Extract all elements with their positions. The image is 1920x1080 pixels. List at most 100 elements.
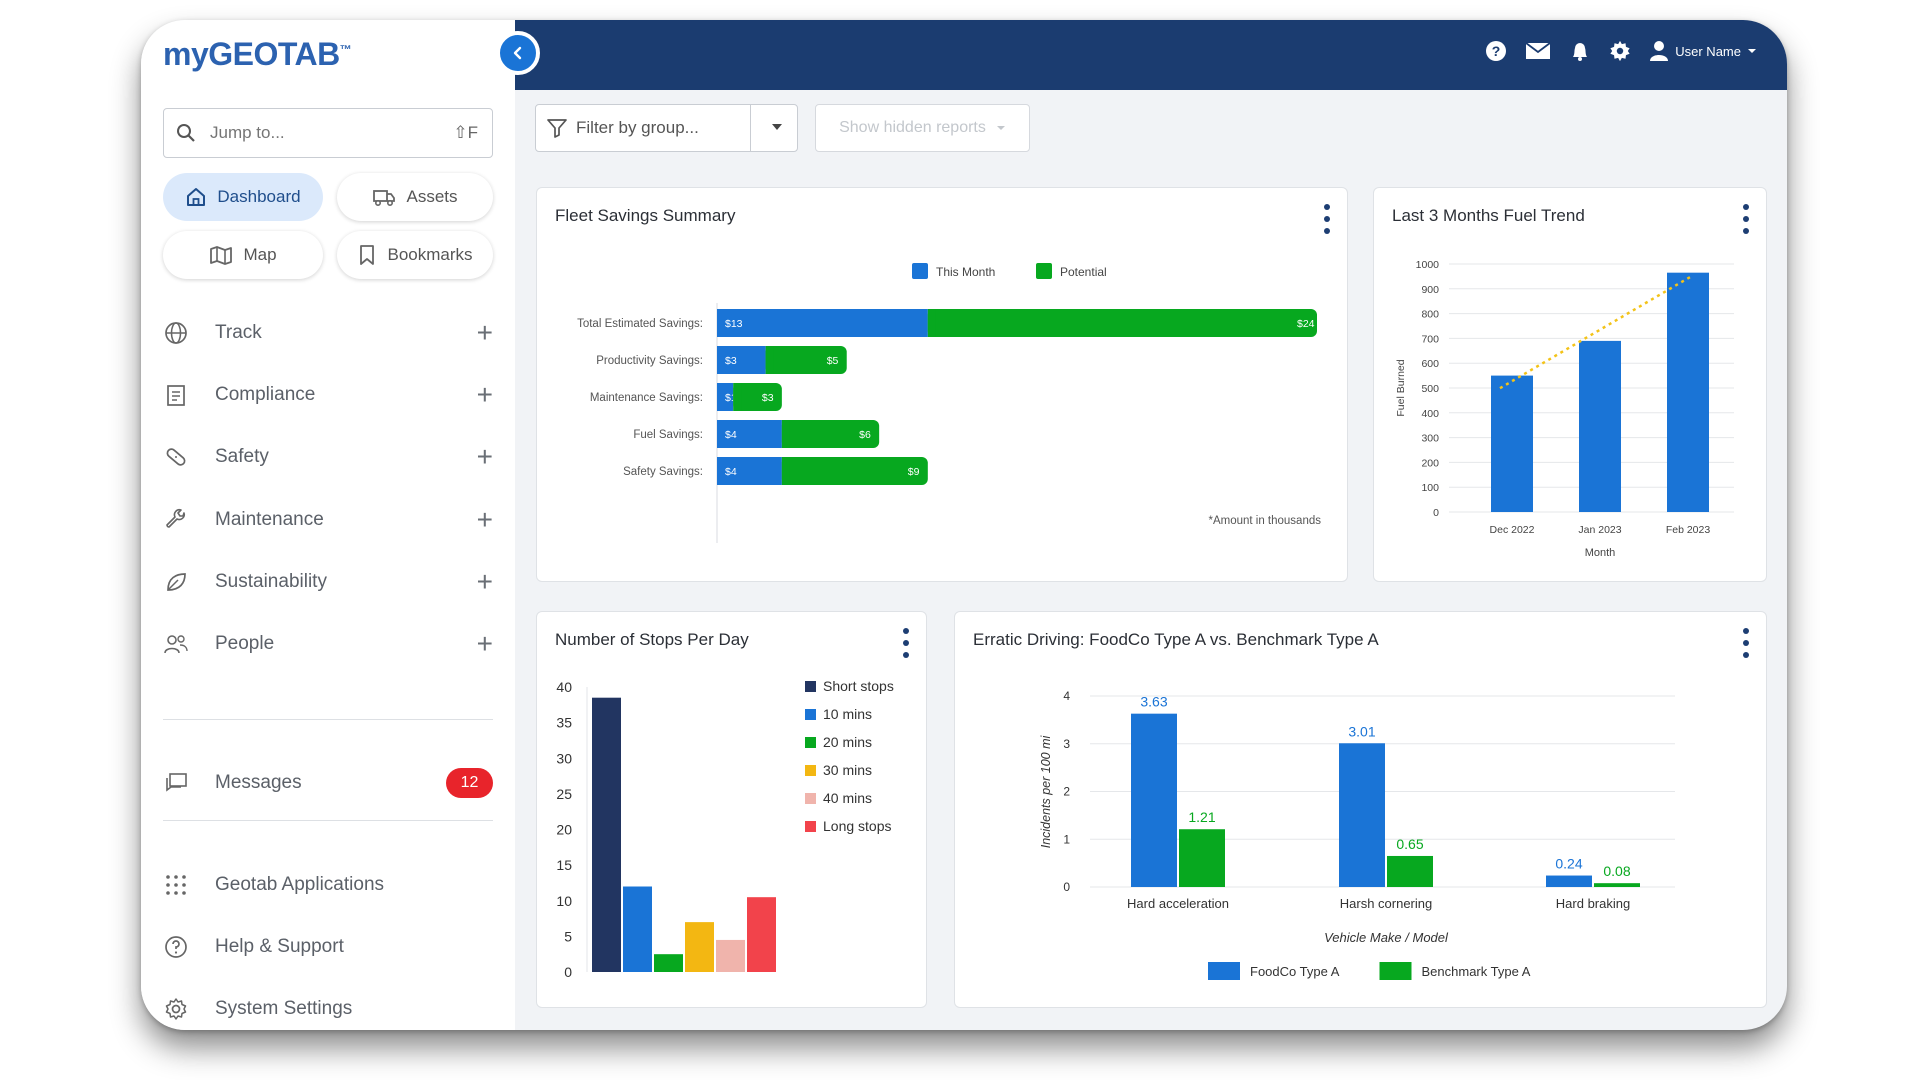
sidebar-item-safety[interactable]: Safety + bbox=[163, 437, 493, 477]
y-tick-label: 3 bbox=[1063, 737, 1070, 751]
dashboard-label: Dashboard bbox=[217, 187, 301, 206]
app-window: myGEOTAB™ ⇧F Dashboard Assets Map Bookma… bbox=[141, 20, 1787, 1030]
legend-swatch bbox=[1036, 263, 1052, 279]
y-tick-label: 30 bbox=[556, 750, 572, 766]
gear-icon bbox=[165, 998, 187, 1020]
bar-segment-join bbox=[765, 346, 774, 374]
caret-down-icon bbox=[1748, 49, 1756, 53]
legend-label: Potential bbox=[1060, 265, 1107, 279]
user-menu[interactable]: User Name bbox=[1649, 40, 1757, 62]
y-tick-label: 35 bbox=[556, 715, 572, 731]
bar bbox=[716, 939, 745, 972]
erratic-driving-card: Erratic Driving: FoodCo Type A vs. Bench… bbox=[954, 611, 1767, 1008]
x-axis-label: Vehicle Make / Model bbox=[1324, 930, 1449, 945]
more-options-icon[interactable] bbox=[1742, 204, 1750, 234]
fleet-savings-card: Fleet Savings Summary This Month Potentia… bbox=[536, 187, 1348, 582]
data-label: 1.21 bbox=[1188, 809, 1215, 825]
legend-label: This Month bbox=[936, 265, 995, 279]
y-tick-label: 200 bbox=[1421, 457, 1439, 469]
x-tick-label: Jan 2023 bbox=[1578, 524, 1621, 536]
bar-segment bbox=[717, 383, 734, 411]
sidebar-item-messages[interactable]: Messages 12 bbox=[163, 763, 493, 803]
more-options-icon[interactable] bbox=[1323, 204, 1331, 234]
legend-swatch bbox=[805, 793, 816, 804]
legend-swatch bbox=[1379, 962, 1412, 980]
sidebar-item-system-settings[interactable]: System Settings bbox=[163, 989, 493, 1029]
expand-plus-icon[interactable]: + bbox=[476, 566, 493, 597]
sidebar-item-label: Geotab Applications bbox=[215, 874, 385, 895]
search-input[interactable] bbox=[208, 122, 432, 144]
leaf-icon bbox=[167, 573, 186, 591]
y-tick-label: 15 bbox=[556, 857, 572, 873]
help-icon[interactable]: ? bbox=[1485, 40, 1507, 62]
bar bbox=[1667, 272, 1709, 512]
more-options-icon[interactable] bbox=[1742, 628, 1750, 658]
bar-segment bbox=[717, 346, 766, 374]
trend-line bbox=[1499, 276, 1691, 390]
legend-label: Long stops bbox=[823, 818, 892, 834]
category-label: Fuel Savings: bbox=[633, 429, 703, 441]
category-label: Safety Savings: bbox=[623, 466, 703, 478]
caret-down-icon bbox=[996, 126, 1005, 130]
data-label: 3.01 bbox=[1348, 723, 1375, 739]
sidebar-item-sustainability[interactable]: Sustainability + bbox=[163, 562, 493, 602]
bar-segment bbox=[765, 346, 847, 374]
bell-icon[interactable] bbox=[1569, 40, 1591, 62]
data-label: 0.08 bbox=[1603, 863, 1630, 879]
y-tick-label: 0 bbox=[564, 964, 572, 980]
bookmarks-button[interactable]: Bookmarks bbox=[337, 231, 493, 279]
bar-segment bbox=[781, 457, 928, 485]
truck-icon bbox=[373, 190, 396, 207]
expand-plus-icon[interactable]: + bbox=[476, 379, 493, 410]
bar bbox=[1546, 875, 1592, 887]
gear-icon[interactable] bbox=[1609, 40, 1631, 62]
sidebar-item-help-support[interactable]: Help & Support bbox=[163, 927, 493, 967]
legend-label: FoodCo Type A bbox=[1250, 964, 1340, 979]
sidebar-item-label: Messages bbox=[215, 772, 302, 793]
card-title: Number of Stops Per Day bbox=[555, 630, 749, 649]
expand-plus-icon[interactable]: + bbox=[476, 628, 493, 659]
fuel-trend-chart: 0 100 200 300 400 500 600 700 800 900 1000 Fuel Bur… bbox=[1395, 259, 1734, 559]
sidebar-divider bbox=[163, 820, 493, 821]
y-axis-label: Fuel Burned bbox=[1395, 359, 1407, 416]
dashboard-button[interactable]: Dashboard bbox=[163, 173, 323, 221]
filter-icon bbox=[547, 119, 567, 138]
bar-segment bbox=[781, 420, 880, 448]
x-tick-label: Feb 2023 bbox=[1666, 524, 1711, 536]
sidebar-item-compliance[interactable]: Compliance + bbox=[163, 375, 493, 415]
sidebar-item-label: System Settings bbox=[215, 998, 353, 1019]
stops-per-day-card: Number of Stops Per Day 0 5 10 15 20 25 30 35 40… bbox=[536, 611, 927, 1008]
sidebar-item-geotab-applications[interactable]: Geotab Applications bbox=[163, 865, 493, 905]
map-button[interactable]: Map bbox=[163, 231, 323, 279]
bar-segment-join bbox=[781, 457, 790, 485]
bar-segment bbox=[717, 420, 782, 448]
mail-icon[interactable] bbox=[1525, 41, 1551, 61]
expand-plus-icon[interactable]: + bbox=[476, 504, 493, 535]
y-tick-label: 100 bbox=[1421, 482, 1439, 494]
filter-placeholder: Filter by group... bbox=[576, 118, 699, 137]
geotab-logo[interactable]: myGEOTAB™ bbox=[163, 36, 352, 72]
sidebar-item-track[interactable]: Track + bbox=[163, 313, 493, 353]
expand-plus-icon[interactable]: + bbox=[476, 441, 493, 472]
data-label: $3 bbox=[725, 355, 737, 367]
sidebar-item-label: Sustainability bbox=[215, 571, 327, 592]
show-hidden-reports-dropdown[interactable]: Show hidden reports bbox=[815, 104, 1030, 152]
apps-grid-icon bbox=[166, 875, 186, 895]
filter-by-group-dropdown[interactable]: Filter by group... bbox=[535, 104, 798, 152]
y-tick-label: 2 bbox=[1063, 785, 1070, 799]
expand-plus-icon[interactable]: + bbox=[476, 317, 493, 348]
bar bbox=[1491, 375, 1533, 512]
category-label: Maintenance Savings: bbox=[590, 392, 703, 404]
x-tick-label: Harsh cornering bbox=[1340, 896, 1433, 911]
globe-icon bbox=[165, 322, 187, 344]
sidebar-item-maintenance[interactable]: Maintenance + bbox=[163, 500, 493, 540]
card-title: Fleet Savings Summary bbox=[555, 206, 736, 225]
sidebar-item-people[interactable]: People + bbox=[163, 624, 493, 664]
erratic-driving-chart: 0 1 2 3 4 Incidents per 100 mi 3.63 1.21 Hard ac… bbox=[1039, 689, 1675, 980]
collapse-sidebar-button[interactable] bbox=[496, 31, 540, 75]
legend-swatch bbox=[805, 681, 816, 692]
x-tick-label: Hard acceleration bbox=[1127, 896, 1229, 911]
more-options-icon[interactable] bbox=[902, 628, 910, 658]
x-tick-label: Hard braking bbox=[1556, 896, 1630, 911]
assets-button[interactable]: Assets bbox=[337, 173, 493, 221]
